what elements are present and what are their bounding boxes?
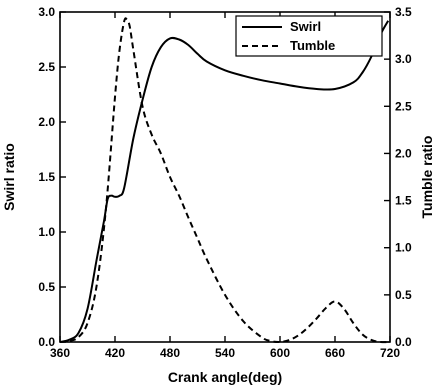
y2-tick-label: 1.5 bbox=[395, 194, 412, 208]
y-tick-label: 2.0 bbox=[38, 115, 55, 129]
x-tick-label: 360 bbox=[50, 346, 70, 360]
legend-swirl-label: Swirl bbox=[290, 19, 321, 34]
y2-tick-label: 0.5 bbox=[395, 288, 412, 302]
plot-area bbox=[59, 11, 391, 343]
x-tick-label: 480 bbox=[160, 346, 180, 360]
legend: Swirl Tumble bbox=[235, 15, 383, 57]
y2-tick-label: 2.5 bbox=[395, 99, 412, 113]
x-axis-title: Crank angle(deg) bbox=[168, 369, 282, 385]
y2-tick-label: 1.0 bbox=[395, 241, 412, 255]
y2-axis-title: Tumble ratio bbox=[419, 136, 435, 219]
legend-box bbox=[235, 15, 383, 57]
y-tick-label: 3.0 bbox=[38, 5, 55, 19]
y2-tick-label: 3.0 bbox=[395, 52, 412, 66]
ticks: 360 420 480 540 600 660 7200.00.51.01.52.02.53… bbox=[38, 5, 412, 360]
x-tick-label: 600 bbox=[270, 346, 290, 360]
y2-tick-label: 0.0 bbox=[395, 335, 412, 349]
y2-tick-label: 3.5 bbox=[395, 5, 412, 19]
y-axis-title: Swirl ratio bbox=[1, 143, 17, 211]
y-tick-label: 1.0 bbox=[38, 225, 55, 239]
y-tick-label: 2.5 bbox=[38, 60, 55, 74]
y-tick-label: 1.5 bbox=[38, 170, 55, 184]
x-tick-label: 420 bbox=[105, 346, 125, 360]
y2-tick-label: 2.0 bbox=[395, 146, 412, 160]
x-tick-label: 660 bbox=[325, 346, 345, 360]
series-layer bbox=[59, 17, 391, 344]
legend-tumble-label: Tumble bbox=[290, 38, 335, 53]
y-tick-label: 0.5 bbox=[38, 280, 55, 294]
x-tick-label: 540 bbox=[215, 346, 235, 360]
series-line-tumble bbox=[59, 17, 391, 344]
y-tick-label: 0.0 bbox=[38, 335, 55, 349]
x-tick-label: 720 bbox=[380, 346, 400, 360]
